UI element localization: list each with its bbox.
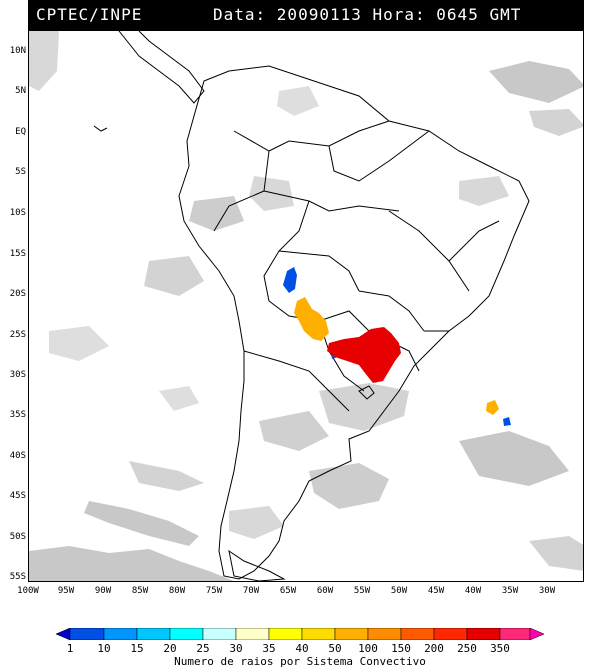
colorbar-swatch bbox=[103, 628, 138, 640]
lon-label: 90W bbox=[94, 586, 112, 596]
bolivia-cell-shape bbox=[283, 267, 297, 293]
colorbar-label: 200 bbox=[424, 642, 444, 655]
colorbar-swatch bbox=[334, 628, 369, 640]
colorbar-swatch bbox=[433, 628, 468, 640]
colorbar-arrow-left bbox=[56, 628, 71, 640]
lon-label: 70W bbox=[242, 586, 260, 596]
colorbar-swatch bbox=[235, 628, 270, 640]
lat-label: 35S bbox=[9, 410, 26, 420]
cloud-cover bbox=[29, 31, 583, 581]
lon-label: 100W bbox=[17, 586, 39, 596]
map-panel[interactable] bbox=[28, 30, 584, 582]
lon-label: 80W bbox=[168, 586, 186, 596]
lon-label: 60W bbox=[316, 586, 334, 596]
lat-label: 55S bbox=[9, 572, 26, 582]
colorbar-label: 1 bbox=[66, 642, 74, 655]
lat-label: 40S bbox=[9, 451, 26, 461]
paraguay-chaco-cluster-shape bbox=[294, 297, 329, 341]
lat-label: 15S bbox=[9, 249, 26, 259]
colorbar-label: 25 bbox=[196, 642, 210, 655]
lat-label: 25S bbox=[9, 330, 26, 340]
lon-label: 95W bbox=[57, 586, 75, 596]
lon-label: 35W bbox=[501, 586, 519, 596]
lat-label: 5S bbox=[15, 167, 26, 177]
central-america-coast bbox=[118, 31, 205, 104]
colorbar-swatch bbox=[169, 628, 204, 640]
lat-label: 10S bbox=[9, 208, 26, 218]
colorbar-label: 100 bbox=[358, 642, 378, 655]
header-bar: CPTEC/INPE Data: 20090113 Hora: 0645 GMT bbox=[28, 0, 584, 30]
colorbar-swatch bbox=[202, 628, 237, 640]
convective-systems bbox=[283, 267, 511, 426]
lat-label: 45S bbox=[9, 491, 26, 501]
atlantic-cell-orange-shape bbox=[486, 400, 499, 415]
borders bbox=[213, 120, 500, 412]
colorbar-swatch bbox=[268, 628, 303, 640]
colorbar-swatch bbox=[400, 628, 435, 640]
lon-label: 50W bbox=[390, 586, 408, 596]
colorbar-label: 10 bbox=[97, 642, 111, 655]
colorbar bbox=[56, 628, 544, 640]
lon-label: 40W bbox=[464, 586, 482, 596]
colorbar-label: 250 bbox=[457, 642, 477, 655]
map-canvas bbox=[29, 31, 583, 581]
lat-label: 50S bbox=[9, 532, 26, 542]
lon-label: 45W bbox=[427, 586, 445, 596]
colorbar-label: 50 bbox=[328, 642, 342, 655]
colorbar-swatch bbox=[301, 628, 336, 640]
southern-brazil-cluster-shape bbox=[327, 327, 401, 383]
atlantic-cell-blue-shape bbox=[503, 417, 511, 426]
lon-label: 85W bbox=[131, 586, 149, 596]
lat-label: 10N bbox=[9, 46, 26, 56]
coastlines bbox=[93, 31, 530, 581]
colorbar-swatch bbox=[466, 628, 501, 640]
source-label: CPTEC/INPE bbox=[36, 5, 143, 24]
lon-label: 65W bbox=[279, 586, 297, 596]
colorbar-label: 15 bbox=[130, 642, 144, 655]
lat-label: 5N bbox=[15, 86, 26, 96]
colorbar-swatch bbox=[499, 628, 531, 640]
colorbar-label: 40 bbox=[295, 642, 309, 655]
datetime-label: Data: 20090113 Hora: 0645 GMT bbox=[213, 5, 522, 24]
colorbar-swatch bbox=[136, 628, 171, 640]
south-america-coast bbox=[178, 65, 530, 580]
colorbar-label: 35 bbox=[262, 642, 276, 655]
colorbar-label: 20 bbox=[163, 642, 177, 655]
lon-label: 30W bbox=[538, 586, 556, 596]
colorbar-swatch bbox=[69, 628, 105, 640]
colorbar-arrow-right bbox=[529, 628, 544, 640]
lon-label: 55W bbox=[353, 586, 371, 596]
colorbar-label: 150 bbox=[391, 642, 411, 655]
lat-label: 30S bbox=[9, 370, 26, 380]
colorbar-label: 350 bbox=[490, 642, 510, 655]
colorbar-caption: Numero de raios por Sistema Convectivo bbox=[174, 655, 426, 668]
lat-label: 20S bbox=[9, 289, 26, 299]
lat-label: EQ bbox=[15, 127, 26, 137]
colorbar-swatch bbox=[367, 628, 402, 640]
lon-label: 75W bbox=[205, 586, 223, 596]
colorbar-label: 30 bbox=[229, 642, 243, 655]
